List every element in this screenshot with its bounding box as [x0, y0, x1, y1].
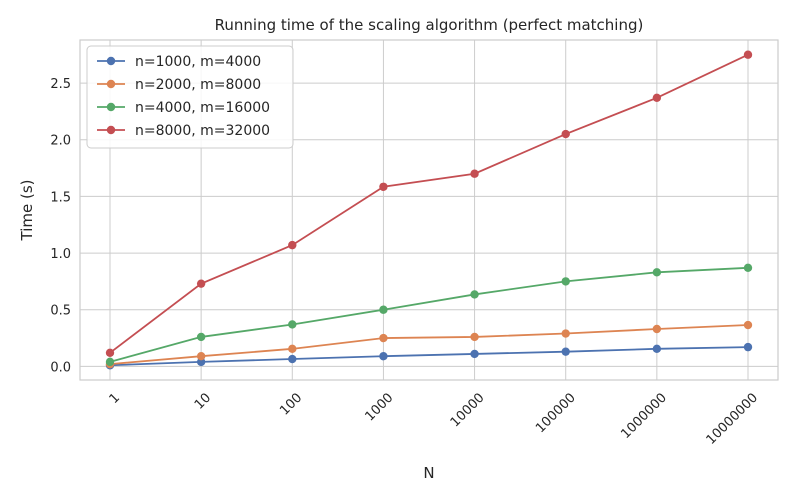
- legend-item: n=1000, m=4000: [97, 54, 261, 70]
- legend-label: n=4000, m=16000: [135, 100, 270, 116]
- x-tick-label: 100: [277, 390, 305, 418]
- grid: [80, 40, 778, 380]
- data-point: [561, 129, 570, 139]
- y-tick-label: 2.0: [50, 134, 71, 149]
- data-point: [288, 354, 297, 364]
- data-point: [105, 348, 115, 357]
- data-point: [743, 263, 753, 272]
- legend-box: [86, 45, 294, 149]
- data-point: [379, 352, 388, 361]
- data-point: [743, 320, 753, 330]
- legend-marker: [106, 79, 116, 89]
- legend-marker: [106, 56, 116, 66]
- legend-label: n=2000, m=8000: [135, 77, 261, 93]
- data-point: [652, 93, 662, 103]
- y-axis-label: Time (s): [18, 180, 36, 242]
- data-point: [561, 277, 570, 286]
- legend-item: n=2000, m=8000: [97, 77, 261, 93]
- legend-marker: [106, 102, 116, 112]
- series-3: [105, 263, 753, 367]
- y-tick-label: 0.5: [50, 304, 71, 319]
- x-axis-label: N: [423, 464, 434, 482]
- x-tick-label: 1: [107, 390, 123, 406]
- legend-item: n=4000, m=16000: [97, 100, 270, 116]
- plot-frame: [79, 39, 779, 381]
- x-tick-label: 10000000: [704, 390, 761, 447]
- series-layer: [105, 50, 753, 370]
- data-point: [652, 344, 662, 354]
- legend-label: n=8000, m=32000: [135, 123, 270, 139]
- data-point: [743, 50, 753, 59]
- data-point: [470, 290, 479, 299]
- series-line: [109, 324, 749, 366]
- data-point: [379, 305, 388, 314]
- x-tick-labels: 1 10 100 1000 10000 100000 1000000 10000000: [107, 390, 761, 447]
- data-point: [288, 320, 297, 329]
- data-point: [379, 333, 388, 343]
- data-point: [470, 169, 479, 178]
- legend-marker: [106, 125, 116, 135]
- x-tick-label: 10000: [448, 390, 488, 430]
- data-point: [561, 347, 570, 356]
- series-4: [105, 50, 753, 357]
- series-line: [109, 346, 749, 367]
- data-point: [105, 357, 115, 367]
- legend-item: n=8000, m=32000: [97, 123, 270, 139]
- data-point: [652, 324, 662, 334]
- x-tick-label: 1000: [362, 390, 396, 424]
- data-point: [288, 344, 297, 354]
- data-point: [561, 329, 570, 338]
- data-point: [379, 182, 388, 191]
- y-tick-label: 0.0: [50, 360, 71, 375]
- y-tick-label: 1.0: [50, 247, 71, 262]
- y-tick-label: 1.5: [50, 190, 71, 205]
- series-line: [109, 53, 749, 354]
- data-point: [196, 352, 206, 361]
- chart-title: Running time of the scaling algorithm (p…: [215, 16, 644, 34]
- data-point: [470, 332, 479, 342]
- series-line: [109, 266, 749, 363]
- data-point: [288, 240, 297, 250]
- data-point: [743, 342, 753, 352]
- data-point: [652, 268, 662, 277]
- data-point: [196, 332, 206, 342]
- legend: n=1000, m=4000 n=2000, m=8000 n=4000, m=16…: [86, 45, 294, 149]
- x-tick-label: 1000000: [618, 390, 670, 442]
- legend-label: n=1000, m=4000: [135, 54, 261, 70]
- data-point: [470, 349, 479, 359]
- y-tick-labels: 0.0 0.5 1.0 1.5 2.0 2.5: [50, 77, 71, 375]
- x-tick-label: 100000: [533, 390, 579, 436]
- y-tick-label: 2.5: [50, 77, 71, 92]
- data-point: [196, 279, 206, 288]
- x-tick-label: 10: [192, 390, 214, 412]
